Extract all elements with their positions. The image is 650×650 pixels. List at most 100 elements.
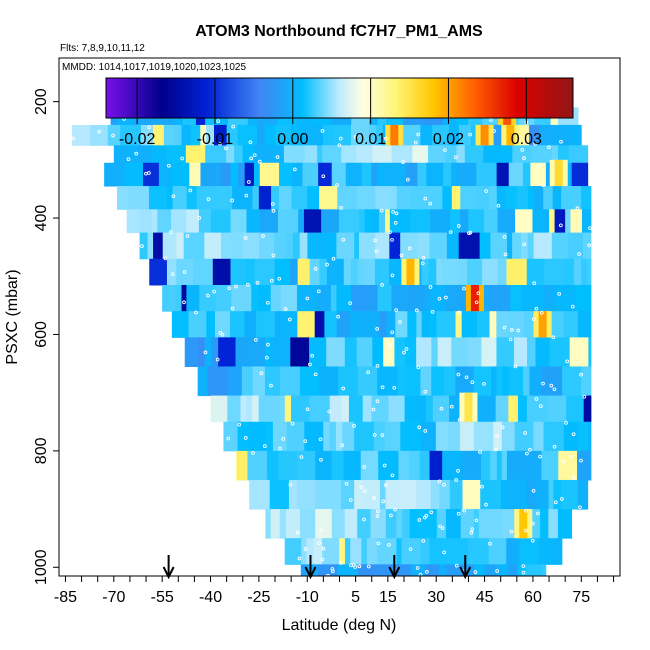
x-tick-label: 5 bbox=[351, 589, 360, 606]
sample-point bbox=[357, 564, 362, 569]
heatmap-cell bbox=[488, 538, 507, 565]
heatmap-cell bbox=[181, 124, 192, 146]
heatmap-cell bbox=[385, 509, 397, 539]
heatmap-cell bbox=[290, 124, 305, 146]
heatmap-cell bbox=[389, 258, 402, 286]
heatmap-cell bbox=[526, 395, 549, 423]
x-tick-label: 15 bbox=[379, 589, 397, 606]
heatmap-cell bbox=[322, 538, 340, 565]
heatmap-cell bbox=[447, 538, 469, 565]
heatmap-cell bbox=[483, 209, 499, 234]
heatmap-cell bbox=[407, 311, 417, 338]
heatmap-cell bbox=[478, 509, 492, 539]
heatmap-cell bbox=[508, 395, 519, 423]
x-axis-label: Latitude (deg N) bbox=[282, 617, 397, 634]
sample-point bbox=[522, 156, 526, 160]
heatmap-cell bbox=[332, 124, 352, 146]
flight-arrow bbox=[162, 555, 175, 580]
heatmap-cell bbox=[506, 450, 527, 481]
sample-point bbox=[417, 518, 422, 522]
sample-point bbox=[288, 482, 293, 487]
sample-point bbox=[388, 230, 392, 234]
sample-point bbox=[531, 521, 535, 526]
heatmap-cell bbox=[313, 538, 323, 565]
heatmap-cell bbox=[342, 421, 355, 452]
heatmap-cell bbox=[523, 366, 530, 397]
sample-point bbox=[530, 538, 535, 543]
sample-point bbox=[387, 342, 392, 347]
heatmap-cell bbox=[256, 311, 276, 338]
heatmap-cell bbox=[323, 421, 330, 452]
sample-point bbox=[536, 163, 541, 168]
heatmap-cell bbox=[362, 311, 380, 338]
sample-point bbox=[340, 443, 345, 448]
heatmap-cell bbox=[468, 538, 490, 565]
heatmap-cell bbox=[461, 311, 478, 338]
sample-point bbox=[478, 450, 482, 454]
heatmap-cell bbox=[444, 366, 456, 397]
sample-point bbox=[390, 273, 395, 278]
heatmap-cell bbox=[467, 337, 482, 367]
heatmap-band bbox=[171, 311, 592, 338]
heatmap-cell bbox=[304, 124, 324, 146]
heatmap-cell bbox=[513, 337, 528, 367]
heatmap-cell bbox=[476, 162, 498, 187]
heatmap-cell bbox=[420, 538, 430, 565]
heatmap-cell bbox=[563, 421, 578, 452]
sample-point bbox=[308, 362, 312, 367]
flight-arrow bbox=[459, 555, 472, 580]
x-tick-label: -55 bbox=[151, 589, 174, 606]
sample-point bbox=[502, 325, 507, 330]
heatmap-cell bbox=[127, 145, 137, 164]
sample-point bbox=[428, 201, 433, 206]
heatmap-cell bbox=[573, 258, 582, 286]
heatmap-cell bbox=[431, 366, 445, 397]
sample-point bbox=[394, 308, 399, 312]
heatmap-cell bbox=[482, 258, 498, 286]
heatmap-cell bbox=[512, 538, 520, 565]
heatmap-cell bbox=[490, 450, 498, 481]
sample-point bbox=[474, 518, 479, 523]
heatmap-cell bbox=[570, 124, 582, 146]
heatmap-cell bbox=[569, 337, 589, 367]
heatmap-cell bbox=[374, 258, 390, 286]
sample-points bbox=[71, 87, 592, 576]
sample-point bbox=[416, 132, 421, 137]
heatmap-cell bbox=[435, 421, 449, 452]
heatmap-cell bbox=[436, 509, 447, 539]
heatmap-cell bbox=[314, 421, 324, 452]
sample-point bbox=[290, 421, 295, 426]
heatmap-cell bbox=[143, 162, 160, 187]
heatmap-cell bbox=[543, 186, 554, 210]
heatmap-cell bbox=[438, 564, 447, 576]
heatmap-cell bbox=[401, 479, 417, 510]
heatmap-cell bbox=[373, 421, 386, 452]
heatmap-hot-spot bbox=[506, 124, 515, 146]
sample-point bbox=[577, 252, 581, 256]
heatmap-cell bbox=[200, 162, 214, 187]
heatmap-cell bbox=[280, 284, 298, 312]
heatmap-cell bbox=[348, 395, 364, 423]
heatmap-cell bbox=[243, 232, 260, 260]
sample-point bbox=[393, 507, 397, 512]
sample-point bbox=[522, 242, 527, 247]
sample-point bbox=[292, 167, 297, 172]
heatmap-cell bbox=[460, 186, 476, 210]
heatmap-cell bbox=[372, 337, 384, 367]
heatmap-cell bbox=[170, 284, 176, 312]
sample-point bbox=[391, 209, 395, 214]
heatmap-cell bbox=[553, 124, 572, 146]
heatmap-cell bbox=[408, 284, 425, 312]
sample-point bbox=[197, 215, 202, 220]
sample-point bbox=[371, 407, 376, 412]
sample-point bbox=[376, 541, 381, 546]
heatmap-cell bbox=[474, 564, 485, 576]
heatmap-cell bbox=[214, 124, 228, 146]
heatmap-cell bbox=[401, 538, 421, 565]
heatmap-cell bbox=[296, 450, 316, 481]
sample-point bbox=[538, 454, 542, 459]
heatmap-cell bbox=[126, 209, 141, 234]
heatmap-cell bbox=[515, 209, 533, 234]
sample-point bbox=[565, 359, 570, 364]
heatmap-cell bbox=[490, 232, 508, 260]
